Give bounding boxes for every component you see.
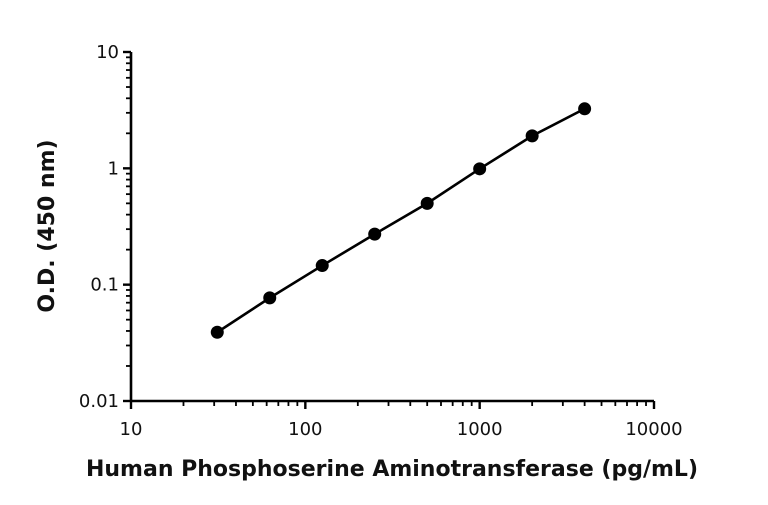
y-tick-label: 0.1 (90, 275, 119, 296)
x-tick-label: 10000 (625, 419, 682, 440)
plot-area (210, 102, 592, 339)
data-point (473, 162, 487, 176)
data-point (578, 102, 592, 116)
y-axis-title: O.D. (450 nm) (35, 139, 60, 312)
axes (123, 50, 656, 409)
x-axis-title: Human Phosphoserine Aminotransferase (pg… (86, 457, 698, 482)
tick-labels: 10 100 1000 10000 0.01 0.1 1 10 (79, 42, 683, 440)
y-tick-label: 0.01 (79, 391, 119, 412)
data-point (368, 227, 382, 241)
data-point (420, 196, 434, 210)
series-line (216, 107, 586, 334)
data-point (315, 259, 329, 273)
data-point (525, 129, 539, 143)
data-point (210, 325, 224, 339)
x-tick-label: 10 (120, 419, 143, 440)
data-point (263, 291, 277, 305)
x-tick-label: 100 (288, 419, 322, 440)
x-tick-label: 1000 (457, 419, 503, 440)
y-tick-label: 1 (108, 158, 119, 179)
y-tick-label: 10 (96, 42, 119, 63)
